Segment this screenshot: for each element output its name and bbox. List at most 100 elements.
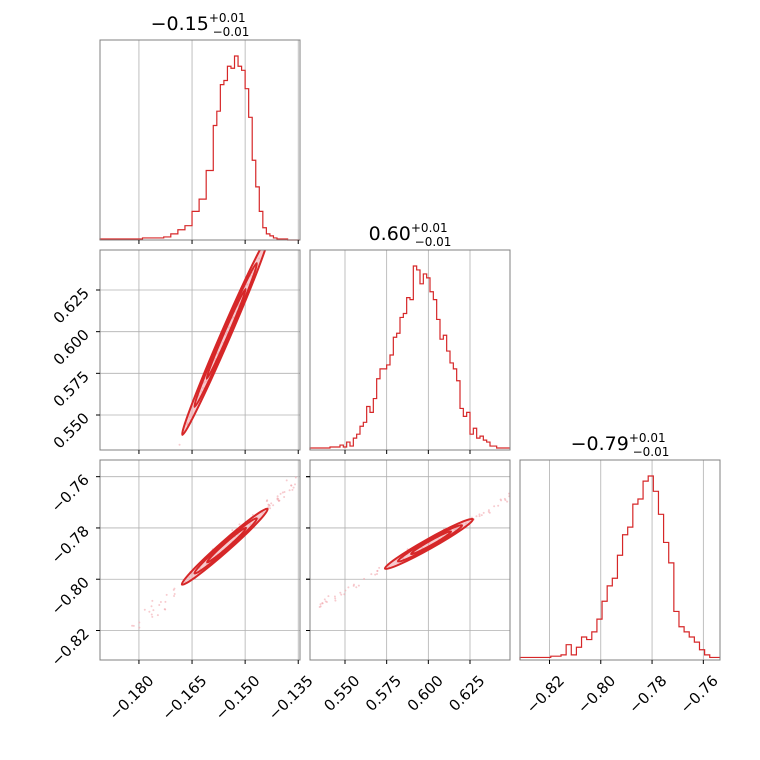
pair-p2-p3-frame [309,459,511,661]
sample-point [160,486,162,488]
sample-point [173,593,176,596]
sample-point [172,454,174,456]
sample-point [280,207,282,209]
sample-point [133,544,135,546]
sample-point [164,600,167,603]
density-contour [205,287,247,380]
sample-point [487,509,490,512]
ytick-label-p2: 0.550 [50,409,93,452]
sample-point [357,584,360,587]
ytick-label-p2: 0.575 [50,367,93,410]
sample-point [131,550,133,552]
sample-point [352,583,355,586]
pair-content-p1-p2 [131,183,292,553]
xtick-label-p1: −0.150 [212,672,264,724]
xtick-label-p3: −0.82 [523,672,568,717]
sample-point [488,511,491,514]
title-param-2-value: 0.60 [369,223,411,245]
hist-p3-frame [519,459,721,661]
sample-point [163,608,166,611]
sample-point [370,573,373,576]
xtick-label-p2: 0.550 [320,672,363,715]
sample-point [290,183,292,185]
sample-point [150,613,153,616]
density-contour [193,517,258,575]
sample-point [131,551,133,553]
title-param-2-minus: −0.01 [415,235,452,249]
title-param-1-minus: −0.01 [213,25,250,39]
sample-point [286,194,288,196]
pair-p1-p2-frame [99,249,301,451]
title-param-3-value: −0.79 [571,433,629,455]
sample-point [170,461,172,463]
sample-point [270,502,273,505]
sample-point [149,505,151,507]
sample-point [135,544,137,546]
sample-point [285,479,288,482]
sample-point [276,497,279,500]
sample-point [151,599,154,602]
sample-point [165,593,168,596]
sample-point [151,615,154,618]
sample-point [284,202,286,204]
histogram-p2 [309,265,510,450]
sample-point [173,454,175,456]
sample-point [277,499,280,502]
sample-point [178,443,181,446]
sample-point [149,508,151,510]
sample-point [251,513,254,516]
sample-point [289,187,291,189]
sample-point [279,207,281,209]
sample-point [327,595,330,598]
sample-point [294,476,297,479]
title-param-3: −0.79+0.01 −0.01 [571,431,670,459]
pair-p1-p3-frame [99,459,301,661]
sample-point [347,586,350,589]
density-contour [410,530,453,556]
sample-point [238,523,241,526]
sample-point [280,208,282,210]
sample-point [355,586,358,589]
density-fill [182,250,269,434]
sample-point [374,573,377,576]
sample-point [138,621,141,624]
sample-point [493,505,496,508]
sample-point [478,513,481,516]
sample-point [340,593,343,596]
sample-point [158,603,161,606]
title-param-1-value: −0.15 [151,13,209,35]
sample-point [272,504,275,507]
xtick-label-p3: −0.76 [677,672,722,717]
sample-point [500,499,503,502]
sample-point [156,493,158,495]
sample-point [283,199,285,201]
sample-point [150,605,153,608]
sample-point [276,218,278,220]
sample-point [144,521,146,523]
density-contour [396,524,464,563]
sample-point [132,624,135,627]
histogram-p3 [519,475,720,660]
sample-point [323,598,326,601]
sample-point [334,599,337,602]
sample-point [497,504,500,507]
sample-point [156,614,159,617]
sample-point [294,483,297,486]
sample-point [281,491,284,494]
title-param-3-minus: −0.01 [633,445,670,459]
sample-point [269,507,272,510]
sample-point [279,492,282,495]
sample-point [267,503,270,506]
density-fill [385,518,475,569]
sample-point [288,489,291,492]
sample-point [266,242,268,244]
sample-point [290,484,293,487]
density-fill [182,507,269,584]
sample-point [292,486,295,489]
sample-point [282,198,284,200]
sample-point [286,193,288,195]
sample-point [283,491,286,494]
sample-point [375,573,378,576]
sample-point [283,496,286,499]
sample-point [334,597,337,600]
